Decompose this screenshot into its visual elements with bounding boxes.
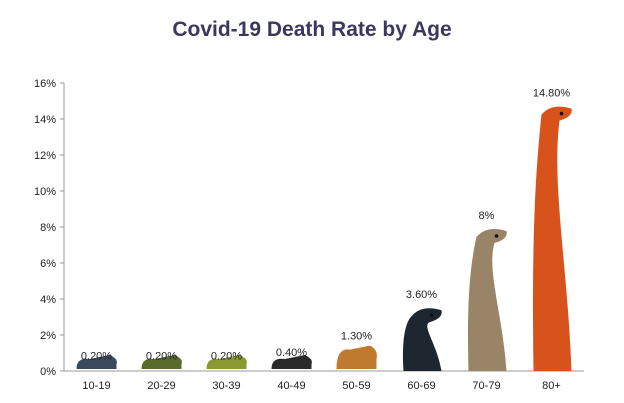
y-tick-label: 2%	[40, 330, 56, 342]
x-tick-label-70-79: 70-79	[472, 380, 500, 392]
x-tick-label-40-49: 40-49	[277, 380, 305, 392]
data-label-60-69: 3.60%	[406, 289, 437, 301]
bar-50-59	[336, 345, 377, 369]
x-tick-label-20-29: 20-29	[147, 380, 175, 392]
x-tick-label-60-69: 60-69	[407, 380, 435, 392]
data-label-50-59: 1.30%	[341, 331, 372, 343]
bar-70-79	[467, 229, 507, 371]
bar-40-49	[271, 355, 312, 369]
bar-60-69	[402, 308, 442, 371]
data-label-30-39: 0.20%	[211, 350, 242, 362]
y-tick-label: 16%	[34, 78, 56, 90]
y-tick-label: 0%	[40, 366, 56, 378]
x-tick-label-50-59: 50-59	[342, 380, 370, 392]
chart-title: Covid-19 Death Rate by Age	[172, 18, 452, 41]
y-tick-label: 8%	[40, 222, 56, 234]
data-label-10-19: 0.20%	[81, 350, 112, 362]
data-label-20-29: 0.20%	[146, 350, 177, 362]
data-label-40-49: 0.40%	[276, 347, 307, 359]
bar-80+	[532, 106, 572, 371]
x-tick-label-30-39: 30-39	[212, 380, 240, 392]
y-tick-label: 4%	[40, 294, 56, 306]
y-tick-label: 10%	[34, 186, 56, 198]
bar-20-29	[141, 355, 182, 369]
y-tick-label: 6%	[40, 258, 56, 270]
bar-eye-60-69	[429, 313, 434, 318]
bar-eye-80+	[559, 111, 564, 116]
x-tick-label-80+: 80+	[542, 380, 561, 392]
x-tick-label-10-19: 10-19	[82, 380, 110, 392]
y-tick-label: 12%	[34, 150, 56, 162]
bar-30-39	[206, 355, 247, 369]
data-label-80+: 14.80%	[533, 88, 571, 100]
bar-eye-70-79	[494, 234, 499, 238]
y-tick-label: 14%	[34, 114, 56, 126]
data-label-70-79: 8%	[479, 210, 495, 222]
bar-10-19	[76, 355, 117, 369]
